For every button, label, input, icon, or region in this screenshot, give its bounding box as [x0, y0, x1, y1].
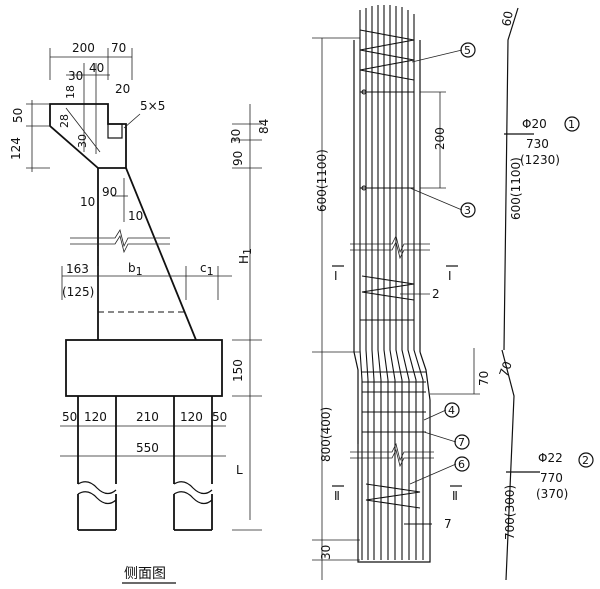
bar1-segment: 600(1100): [509, 157, 523, 220]
dim-200-spacing: 200: [433, 127, 447, 150]
view-caption: 侧面图: [124, 566, 166, 582]
dim-b1: b1: [128, 261, 143, 278]
side-view: 200 70 30 40 20 5×5 18 28 30 50 124 30: [9, 41, 271, 584]
callout-2: 2: [432, 287, 440, 301]
callout-6: 6: [454, 456, 470, 472]
dim-5x5: 5×5: [140, 99, 165, 113]
bar1-length: 730: [526, 137, 549, 151]
section-1-right: Ⅰ: [448, 269, 452, 283]
dim-10b: 10: [128, 209, 143, 223]
dim-84: 84: [257, 119, 271, 134]
dim-124: 124: [9, 137, 23, 160]
pile-dim-210: 210: [136, 410, 159, 424]
dim-40: 40: [89, 61, 104, 75]
bar1-length-alt: (1230): [520, 153, 560, 167]
callout-7-plain: 7: [444, 517, 452, 531]
dim-H1: H1: [237, 248, 254, 264]
dim-125: (125): [62, 285, 94, 299]
svg-text:7: 7: [458, 436, 465, 449]
pile-left: [77, 396, 117, 531]
dim-550: 550: [136, 441, 159, 455]
dim-60: 60: [499, 10, 515, 27]
section-2-right: Ⅱ: [452, 489, 458, 503]
svg-text:5: 5: [464, 44, 471, 57]
dim-20: 20: [115, 82, 130, 96]
callout-5: 5: [460, 42, 476, 58]
callout-7-circle: 7: [454, 434, 470, 450]
svg-text:6: 6: [458, 458, 465, 471]
section-2-left: Ⅱ: [334, 489, 340, 503]
dim-163: 163: [66, 262, 89, 276]
dim-600-1100: 600(1100): [315, 149, 329, 212]
bar1-mark: 1: [564, 116, 580, 132]
svg-text:4: 4: [448, 404, 455, 417]
bar2-diameter: Φ22: [538, 451, 563, 465]
dim-800-400: 800(400): [319, 407, 333, 462]
bar2-mark: 2: [578, 452, 594, 468]
callout-4: 4: [444, 402, 460, 418]
dim-28: 28: [58, 114, 71, 128]
pile-dim-120b: 120: [180, 410, 203, 424]
callout-3: 3: [460, 202, 476, 218]
rebar-view: 600(1100) 800(400) 30 200: [312, 5, 491, 580]
bar-schedule: 60 Φ20 730 (1230) 1 600(1100) 70 Φ22 770…: [497, 7, 594, 581]
dim-70-casing: 70: [477, 371, 491, 386]
svg-text:3: 3: [464, 204, 471, 217]
dim-90: 90: [102, 185, 117, 199]
dim-10a: 10: [80, 195, 95, 209]
svg-text:2: 2: [432, 287, 440, 301]
pile-dim-50a: 50: [62, 410, 77, 424]
dim-c1: c1: [200, 261, 214, 278]
svg-text:1: 1: [568, 118, 575, 131]
bar2-length-alt: (370): [536, 487, 568, 501]
bar2-segment: 700(300): [503, 485, 517, 540]
pile-dim-50b: 50: [212, 410, 227, 424]
svg-text:2: 2: [582, 454, 589, 467]
dim-90-right: 90: [231, 151, 245, 166]
longitudinal-bars: [359, 5, 424, 560]
dim-30-rebar: 30: [319, 545, 333, 560]
dim-30b: 30: [76, 134, 89, 148]
section-1-left: Ⅰ: [334, 269, 338, 283]
bar1-diameter: Φ20: [522, 117, 547, 131]
dim-70: 70: [111, 41, 126, 55]
dim-70-schedule: 70: [497, 359, 515, 378]
dim-30: 30: [68, 69, 83, 83]
svg-text:7: 7: [444, 517, 452, 531]
dim-150: 150: [231, 359, 245, 382]
dim-200: 200: [72, 41, 95, 55]
dim-18: 18: [64, 85, 77, 99]
pile-right: [173, 396, 213, 531]
dim-30-right: 30: [229, 129, 243, 144]
dim-50: 50: [11, 108, 25, 123]
pile-dim-120a: 120: [84, 410, 107, 424]
dim-L: L: [236, 463, 243, 477]
bar2-length: 770: [540, 471, 563, 485]
